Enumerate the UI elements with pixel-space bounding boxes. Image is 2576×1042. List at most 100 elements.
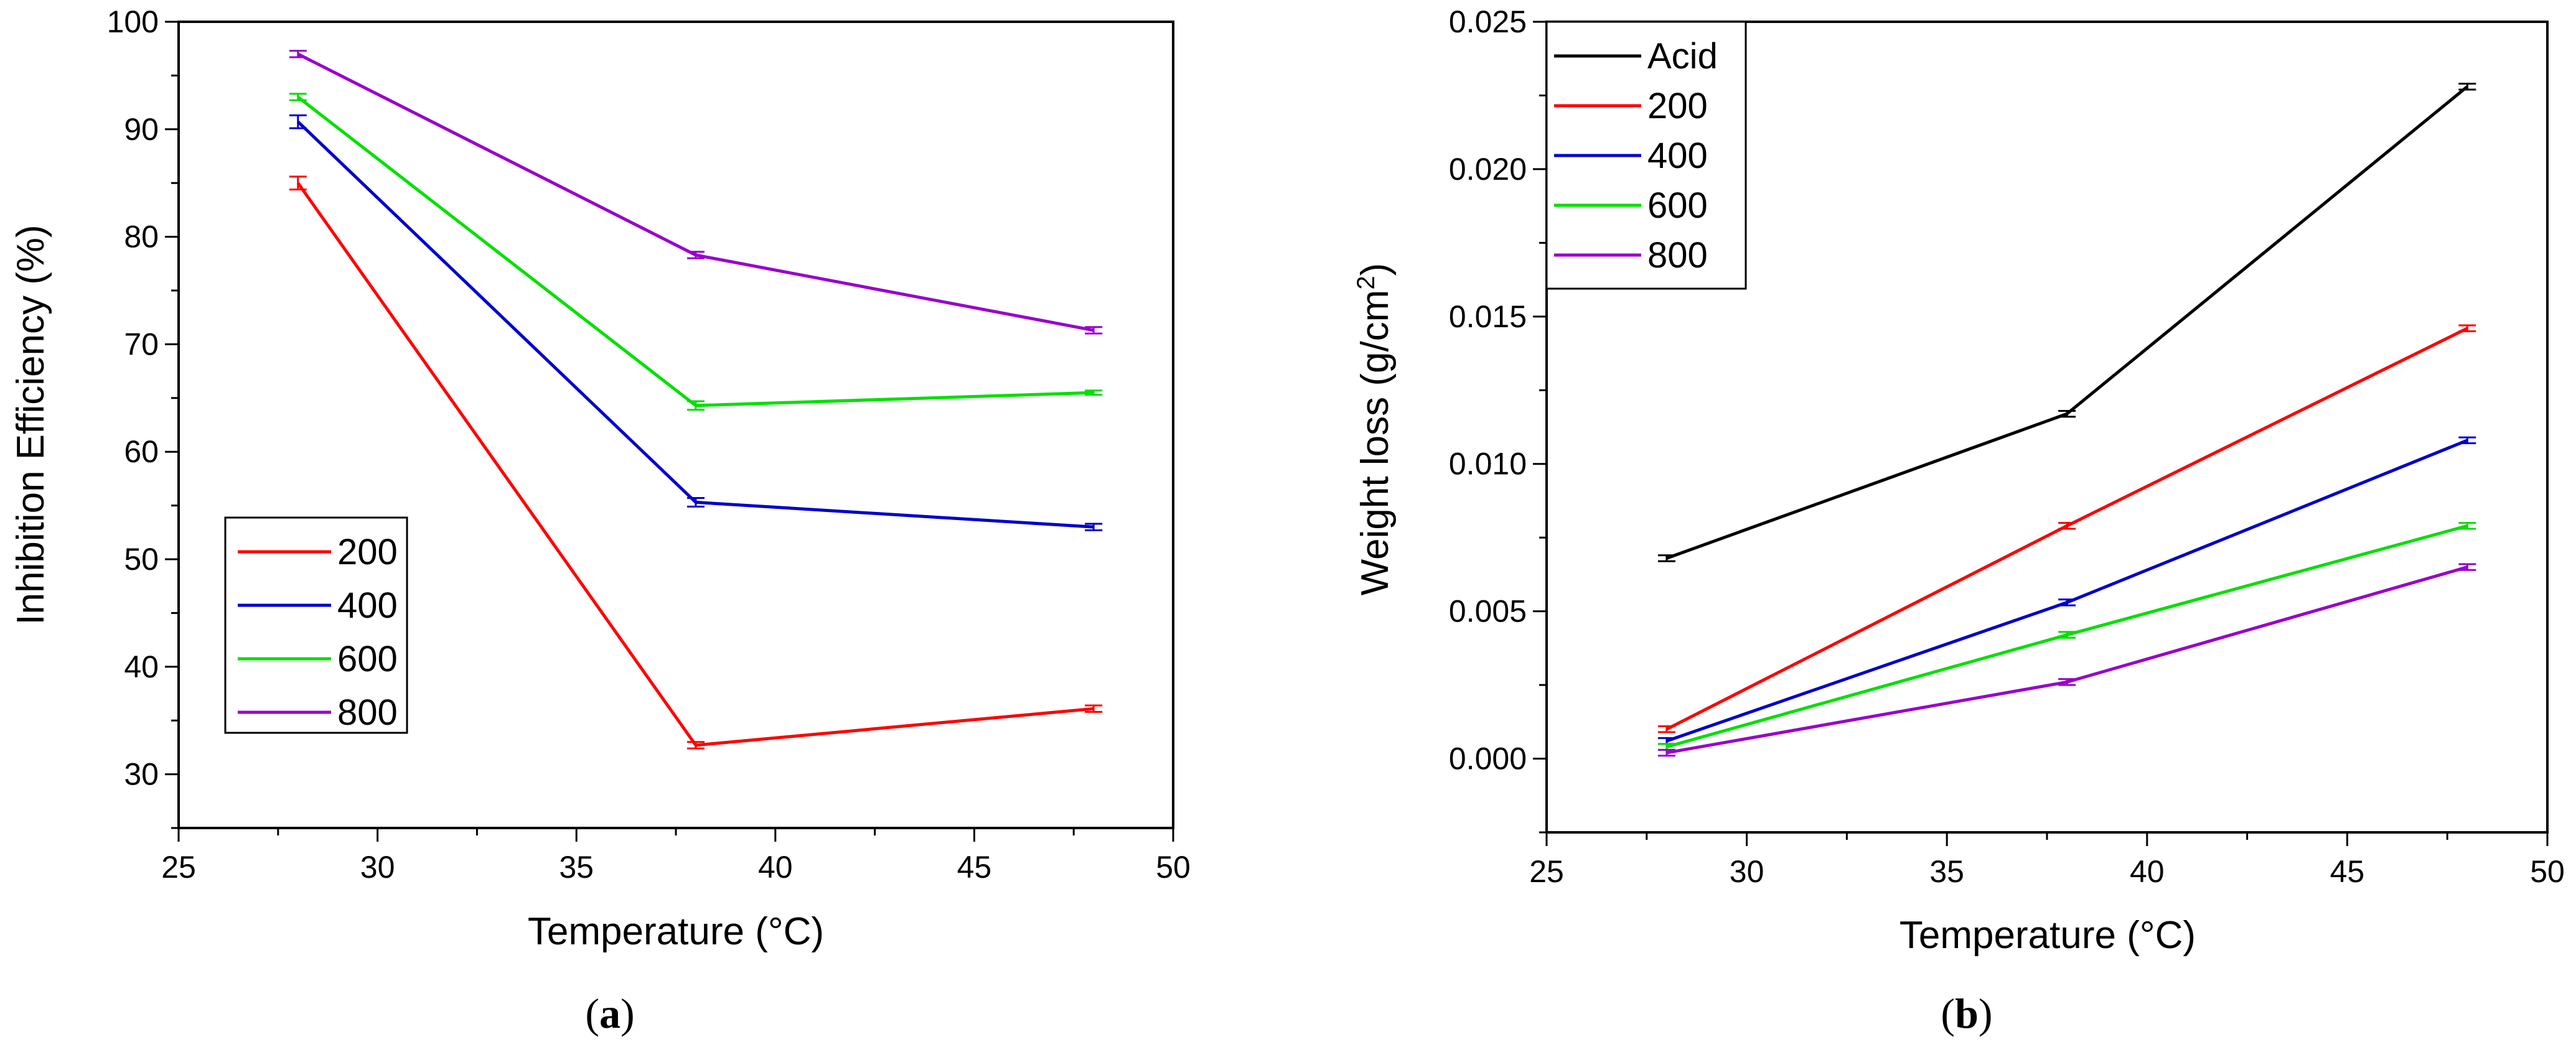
panel-b-series <box>1657 83 2476 757</box>
legend-label: 800 <box>1647 235 1708 276</box>
error-bar-Acid <box>2458 83 2476 91</box>
x-tick-label: 45 <box>957 850 992 885</box>
series-line-800 <box>1666 565 2468 755</box>
x-tick-label: 30 <box>1730 854 1764 889</box>
error-bar-200 <box>2058 521 2076 530</box>
y-tick-label: 30 <box>124 757 159 792</box>
error-bar-400 <box>2058 598 2076 607</box>
error-bar-400 <box>2458 436 2476 445</box>
panel-b-y-axis-title-sup: 2 <box>1352 276 1380 289</box>
y-tick-label: 60 <box>124 434 159 469</box>
panel-b-caption-letter: b <box>1955 990 1979 1037</box>
panel-b-chart: 25 30 35 40 45 50 0.0000.0050.0100.0150.0200.… <box>1352 4 2565 1037</box>
panel-a-legend-box <box>224 516 408 734</box>
legend-item-200: 200 <box>238 532 398 572</box>
y-tick-label: 0.005 <box>1449 594 1527 629</box>
error-bar-Acid <box>2058 409 2076 418</box>
x-tick-label: 45 <box>2330 854 2365 889</box>
series-line-200 <box>296 182 1094 747</box>
error-bar-800 <box>686 251 705 259</box>
x-tick-label: 40 <box>758 850 793 885</box>
x-tick-label: 35 <box>559 850 594 885</box>
panel-a-caption: (a) <box>585 990 634 1037</box>
y-tick-label: 0.020 <box>1449 152 1527 187</box>
panel-a-caption-letter: a <box>599 990 621 1037</box>
error-bar-600 <box>1085 389 1103 396</box>
panel-b-x-tick-labels: 25 30 35 40 45 50 <box>1529 854 2565 889</box>
x-tick-label: 50 <box>2530 854 2565 889</box>
y-tick-label: 0.010 <box>1449 447 1527 481</box>
legend-item-800: 800 <box>1554 235 1708 276</box>
legend-label: 400 <box>337 585 398 626</box>
legend-label: 200 <box>1647 86 1708 126</box>
series-line-800 <box>297 52 1094 332</box>
legend-item-600: 600 <box>238 639 398 679</box>
legend-label: Acid <box>1647 36 1718 77</box>
error-bar-800 <box>2058 678 2076 686</box>
panel-a-y-tick-labels: 30 40 50 60 70 80 90 100 <box>107 4 159 792</box>
error-bar-400 <box>1085 523 1103 531</box>
panel-b-frame <box>1545 21 2549 834</box>
panel-a-caption-close: ) <box>621 990 635 1037</box>
error-bar-200 <box>686 741 705 750</box>
panel-b-y-axis-title-end: ) <box>1354 263 1397 276</box>
series-line-400 <box>297 120 1094 529</box>
panel-b-x-axis-title: Temperature (°C) <box>1899 914 2196 957</box>
legend-label: 200 <box>337 532 398 572</box>
panel-a-chart: 25 30 35 40 45 50 30 40 50 60 70 80 90 100 Temperatu… <box>9 4 1191 1037</box>
error-bar-800 <box>289 50 307 58</box>
error-bar-600 <box>686 400 705 411</box>
error-bar-Acid <box>1657 554 1675 562</box>
error-bar-200 <box>289 175 307 191</box>
series-line-400 <box>1666 439 2468 743</box>
panel-a-x-tick-labels: 25 30 35 40 45 50 <box>161 850 1191 885</box>
y-tick-label: 50 <box>124 542 159 577</box>
x-tick-label: 40 <box>2130 854 2165 889</box>
error-bar-600 <box>2458 521 2476 530</box>
legend-item-400: 400 <box>1554 136 1708 176</box>
legend-label: 600 <box>337 639 398 679</box>
legend-label: 600 <box>1647 185 1708 226</box>
y-tick-label: 0.025 <box>1449 4 1527 39</box>
legend-item-Acid: Acid <box>1554 36 1718 77</box>
y-tick-label: 90 <box>124 112 159 147</box>
panel-b-caption-close: ) <box>1979 990 1993 1037</box>
y-tick-label: 70 <box>124 327 159 361</box>
error-bar-400 <box>686 497 705 508</box>
error-bar-200 <box>1657 725 1675 733</box>
error-bar-400 <box>289 114 307 129</box>
panel-a-legend: 200 400 600 800 <box>224 516 408 734</box>
panel-b-y-axis-title: Weight loss (g/cm2) <box>1352 263 1397 595</box>
panel-b-y-tick-labels: 0.000 0.005 0.010 0.015 0.020 0.025 <box>1449 4 1527 776</box>
y-tick-label: 100 <box>107 4 159 39</box>
panel-a-caption-open: ( <box>585 990 599 1037</box>
legend-item-600: 600 <box>1554 185 1708 226</box>
x-tick-label: 35 <box>1929 854 1964 889</box>
panel-b-caption-open: ( <box>1941 990 1955 1037</box>
legend-item-200: 200 <box>1554 86 1708 126</box>
legend-item-400: 400 <box>238 585 398 626</box>
panel-b-caption: (b) <box>1941 990 1992 1037</box>
error-bar-800 <box>1657 748 1675 757</box>
panel-a-series <box>289 50 1103 750</box>
y-tick-label: 80 <box>124 220 159 254</box>
error-bar-200 <box>2458 324 2476 333</box>
legend-label: 400 <box>1647 136 1708 176</box>
y-tick-label: 0.000 <box>1449 742 1527 776</box>
error-bar-800 <box>2458 563 2476 571</box>
panel-a-frame <box>177 21 1174 829</box>
panel-a-x-axis-title: Temperature (°C) <box>528 910 824 953</box>
x-tick-label: 30 <box>360 850 395 885</box>
legend-label: 800 <box>337 692 398 733</box>
error-bar-600 <box>2058 631 2076 639</box>
y-tick-label: 40 <box>124 649 159 684</box>
y-tick-label: 0.015 <box>1449 299 1527 334</box>
legend-item-800: 800 <box>238 692 398 733</box>
x-tick-label: 25 <box>161 850 196 885</box>
panel-b-legend: Acid 200 400 600 800 <box>1545 21 1747 290</box>
panel-a-y-axis-title: Inhibition Efficiency (%) <box>9 225 52 625</box>
x-tick-label: 50 <box>1156 850 1191 885</box>
error-bar-600 <box>289 93 307 101</box>
x-tick-label: 25 <box>1529 854 1564 889</box>
panel-b-y-axis-title-main: Weight loss (g/cm <box>1354 290 1397 596</box>
